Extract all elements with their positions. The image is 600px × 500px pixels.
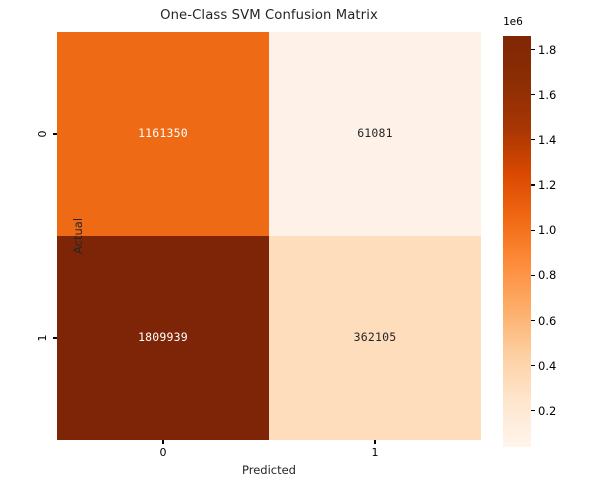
heatmap-plot-area: 1161350 61081 1809939 362105 0 1 0 [36,32,481,459]
colorbar-tick-label: 1.8 [538,42,557,57]
colorbar-tick-label: 0.4 [538,358,557,373]
colorbar-tick-mark [531,365,535,367]
colorbar-tick-label: 0.2 [538,403,557,418]
colorbar-tick-mark [531,48,535,51]
colorbar-tick-mark [531,94,535,96]
heatmap-cell-value: 362105 [353,330,397,345]
heatmap-cell-value: 1161350 [138,126,188,141]
y-tick-mark [53,337,57,339]
colorbar-tick-mark [531,274,535,276]
y-tick-label: 0 [36,130,49,138]
x-tick-mark [374,440,376,444]
heatmap-cell-0-1[interactable]: 61081 [269,32,481,236]
colorbar-tick-label: 1.0 [538,223,557,238]
colorbar-tick-mark [531,319,535,322]
page-title: One-Class SVM Confusion Matrix [160,8,378,23]
y-tick-mark [53,133,57,135]
heatmap-cell-value: 61081 [357,126,393,141]
colorbar-tick-mark [531,184,535,186]
colorbar-gradient [503,36,531,447]
colorbar-tick-mark [531,229,535,231]
colorbar-tick-label: 0.8 [538,268,557,283]
heatmap-cell-0-0[interactable]: 1161350 [57,32,269,236]
heatmap-cell-value: 1809939 [138,330,188,345]
y-axis-label: Actual [71,217,85,255]
colorbar-offset-label: 1e6 [503,15,523,28]
heatmap-cell-1-1[interactable]: 362105 [269,236,481,440]
colorbar-tick-label: 1.2 [538,178,557,193]
colorbar-tick-mark [531,410,535,412]
x-axis-label: Predicted [242,463,296,477]
heatmap-cell-1-0[interactable]: 1809939 [57,236,269,440]
colorbar-tick-label: 1.4 [538,132,557,147]
colorbar-tick-label: 1.6 [538,87,557,102]
x-tick-label: 1 [371,446,379,459]
x-tick-label: 0 [159,446,167,459]
colorbar-tick-mark [531,139,535,141]
colorbar-tick-label: 0.6 [538,313,557,328]
y-tick-label: 1 [36,334,49,342]
x-tick-mark [162,440,164,444]
heatmap-cell-grid: 1161350 61081 1809939 362105 [57,32,481,440]
colorbar[interactable]: 1e6 1.8 1.6 1.4 1.2 1.0 0.8 0.6 0.4 0.2 [503,15,556,447]
